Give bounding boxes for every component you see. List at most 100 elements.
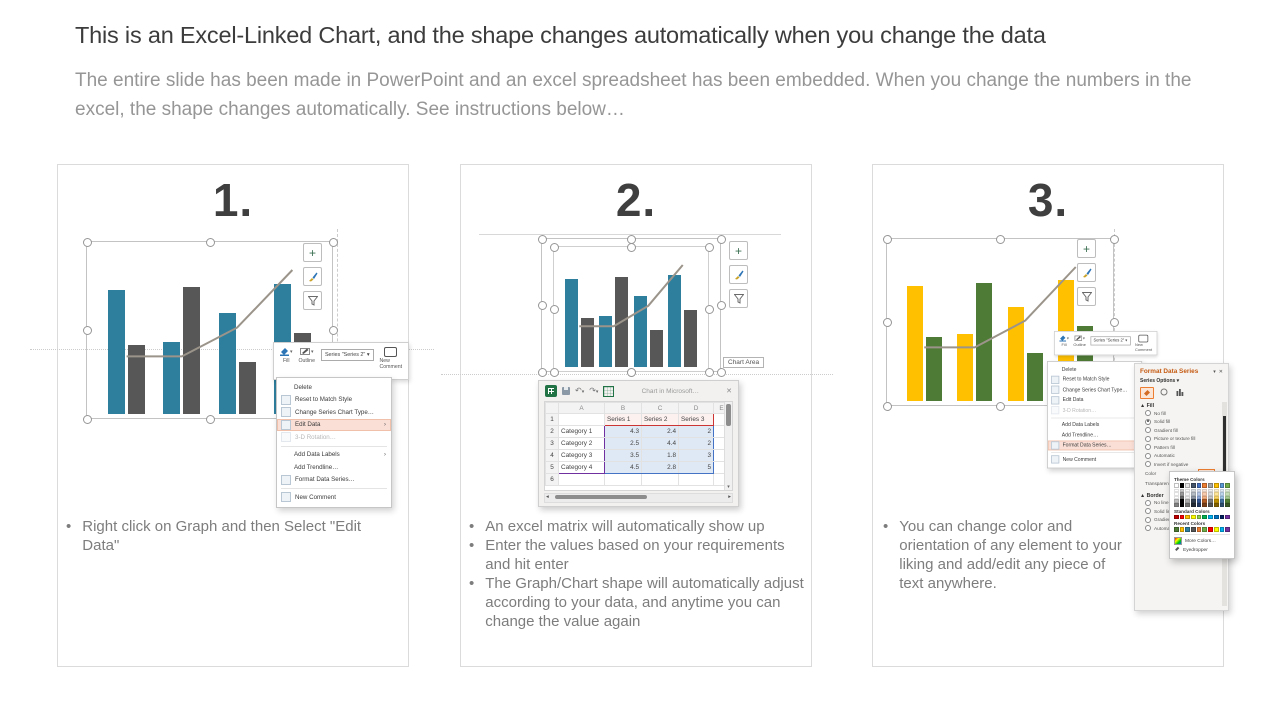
color-swatch[interactable]: [1174, 499, 1179, 504]
chart-add-button[interactable]: +: [729, 241, 748, 260]
color-swatch[interactable]: [1191, 499, 1196, 504]
excel-cell[interactable]: [678, 473, 714, 486]
fill-option-gradient-fill[interactable]: Gradient fill: [1140, 426, 1223, 435]
color-swatch[interactable]: [1213, 514, 1219, 520]
menu-item-delete[interactable]: Delete: [1048, 364, 1141, 374]
color-swatch[interactable]: [1219, 492, 1225, 496]
color-swatch[interactable]: [1225, 499, 1230, 504]
bar-series-2[interactable]: [649, 330, 663, 367]
color-swatch[interactable]: [1179, 499, 1185, 504]
selection-handle[interactable]: [996, 235, 1005, 244]
outline-button[interactable]: ▾ Outline: [298, 348, 315, 364]
color-swatch[interactable]: [1225, 483, 1230, 488]
redo-icon[interactable]: ↷▾: [589, 386, 599, 395]
chart-add-button[interactable]: +: [1077, 239, 1096, 258]
selection-handle[interactable]: [83, 415, 92, 424]
color-swatch[interactable]: [1185, 514, 1191, 520]
color-swatch[interactable]: [1225, 492, 1230, 496]
color-swatch[interactable]: [1174, 488, 1179, 493]
plot-selection-frame[interactable]: [550, 243, 714, 377]
color-swatch[interactable]: [1185, 488, 1191, 493]
color-swatch[interactable]: [1196, 488, 1202, 493]
excel-cell[interactable]: [558, 413, 605, 426]
chart-filter-funnel-icon[interactable]: [1077, 287, 1096, 306]
menu-item-edit-data[interactable]: Edit Data ›: [277, 418, 391, 431]
color-swatch[interactable]: [1191, 495, 1196, 500]
border-option-no-line[interactable]: No line: [1140, 499, 1223, 508]
selection-handle[interactable]: [550, 243, 559, 252]
selection-handle[interactable]: [550, 368, 559, 377]
color-swatch[interactable]: [1185, 492, 1191, 496]
color-swatch[interactable]: [1219, 483, 1225, 488]
selection-handle[interactable]: [550, 305, 559, 314]
color-swatch[interactable]: [1202, 503, 1208, 507]
color-swatch[interactable]: [1179, 503, 1185, 507]
more-colors-item[interactable]: More Colors…: [1174, 537, 1230, 546]
color-swatch[interactable]: [1202, 488, 1208, 493]
scrollbar-thumb[interactable]: [1223, 416, 1226, 521]
chart-filter-funnel-icon[interactable]: [303, 291, 322, 310]
color-swatch[interactable]: [1185, 499, 1191, 504]
color-swatch[interactable]: [1213, 495, 1219, 500]
color-swatch[interactable]: [1208, 488, 1213, 493]
color-swatch[interactable]: [1196, 499, 1202, 504]
menu-item-add-trendline[interactable]: Add Trendline…: [277, 461, 391, 474]
color-swatch[interactable]: [1219, 495, 1225, 500]
color-swatch[interactable]: [1202, 499, 1208, 504]
color-swatch[interactable]: [1196, 514, 1202, 520]
excel-cell[interactable]: 5: [678, 461, 714, 474]
color-swatch[interactable]: [1225, 514, 1230, 520]
border-section-heading[interactable]: ▲ Border: [1140, 492, 1164, 499]
chart-style-brush-icon[interactable]: [1077, 263, 1096, 282]
eyedropper-item[interactable]: Eyedropper: [1174, 546, 1230, 554]
excel-cell[interactable]: Series 3: [678, 413, 714, 426]
selection-handle[interactable]: [329, 238, 338, 247]
outline-button[interactable]: ▾ Outline: [1073, 335, 1086, 348]
radio-icon[interactable]: [1145, 508, 1151, 515]
color-swatch[interactable]: [1202, 495, 1208, 500]
color-swatch[interactable]: [1191, 527, 1196, 533]
color-swatch[interactable]: [1179, 488, 1185, 493]
selection-handle[interactable]: [717, 301, 726, 310]
bar-series-1[interactable]: [1007, 307, 1024, 401]
fill-button[interactable]: ▾ Fill: [280, 346, 293, 364]
color-swatch[interactable]: [1174, 492, 1179, 496]
excel-cell[interactable]: Category 3: [558, 449, 605, 462]
color-swatch[interactable]: [1179, 514, 1185, 520]
color-swatch[interactable]: [1202, 514, 1208, 520]
radio-icon[interactable]: [1145, 525, 1151, 532]
border-option-solid-line[interactable]: Solid line: [1140, 507, 1223, 516]
bar-series-1[interactable]: [218, 313, 236, 414]
color-swatch[interactable]: [1208, 527, 1213, 533]
menu-item-reset-to-match-style[interactable]: Reset to Match Style: [277, 394, 391, 407]
menu-item-add-trendline[interactable]: Add Trendline…: [1048, 430, 1141, 440]
excel-cell[interactable]: 2: [678, 437, 714, 450]
color-swatch[interactable]: [1213, 499, 1219, 504]
color-swatch[interactable]: [1213, 488, 1219, 493]
scroll-left-arrow[interactable]: ◂: [546, 494, 549, 500]
excel-cell[interactable]: 1.8: [641, 449, 679, 462]
excel-horizontal-scrollbar[interactable]: ◂ ▸: [544, 493, 733, 503]
excel-column-header[interactable]: B: [604, 402, 642, 414]
color-swatch[interactable]: [1208, 503, 1213, 507]
selection-handle[interactable]: [705, 305, 714, 314]
radio-icon[interactable]: [1145, 444, 1151, 451]
color-swatch[interactable]: [1179, 492, 1185, 496]
series-options-tab-icon[interactable]: [1174, 387, 1186, 397]
selection-handle[interactable]: [627, 368, 636, 377]
color-swatch[interactable]: [1174, 495, 1179, 500]
color-swatch[interactable]: [1225, 495, 1230, 500]
bar-series-1[interactable]: [957, 334, 974, 401]
color-swatch[interactable]: [1208, 514, 1213, 520]
selection-handle[interactable]: [83, 326, 92, 335]
radio-icon[interactable]: [1145, 410, 1151, 417]
selection-handle[interactable]: [205, 238, 215, 247]
chart-filter-funnel-icon[interactable]: [729, 289, 748, 308]
selection-handle[interactable]: [538, 368, 547, 377]
color-swatch[interactable]: [1185, 495, 1191, 500]
color-swatch[interactable]: [1202, 483, 1208, 488]
scroll-down-arrow[interactable]: ▾: [727, 484, 730, 490]
color-swatch[interactable]: [1174, 514, 1179, 520]
bar-series-1[interactable]: [906, 285, 923, 401]
fill-option-invert-if-negative[interactable]: Invert if negative: [1140, 460, 1223, 469]
